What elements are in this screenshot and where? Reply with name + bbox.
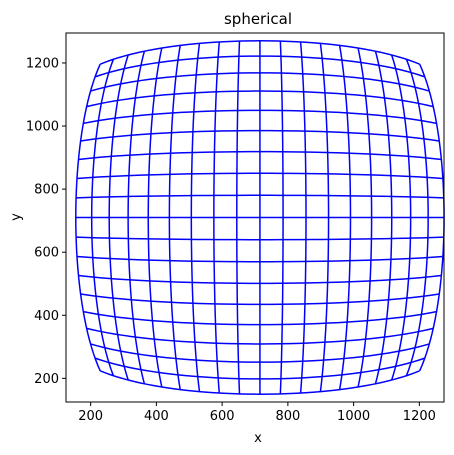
- x-tick-label: 200: [78, 409, 103, 424]
- chart-title: spherical: [224, 10, 292, 28]
- y-axis-label: y: [9, 213, 24, 221]
- y-tick-label: 200: [34, 372, 59, 387]
- mesh-horizontal-line: [94, 55, 426, 78]
- y-tick-label: 1000: [26, 120, 59, 135]
- x-axis-label: x: [254, 431, 262, 446]
- y-tick-label: 600: [34, 246, 59, 261]
- mesh-horizontal-line: [90, 72, 430, 92]
- mesh-vertical-line: [374, 51, 393, 384]
- mesh-vertical-line: [390, 54, 412, 381]
- plot-frame: [65, 32, 445, 403]
- mesh-horizontal-line: [99, 40, 420, 65]
- y-tick-label: 1200: [26, 56, 59, 71]
- y-tick-label: 800: [34, 183, 59, 198]
- x-tick-label: 1200: [403, 409, 436, 424]
- x-tick-label: 600: [210, 409, 235, 424]
- mesh-vertical-line: [405, 59, 429, 376]
- y-tick-label: 400: [34, 309, 59, 324]
- y-axis: 200 400 600 800 1000 1200: [26, 56, 66, 387]
- x-tick-label: 1000: [337, 409, 370, 424]
- x-tick-label: 400: [144, 409, 169, 424]
- x-tick-label: 800: [275, 409, 300, 424]
- distortion-mesh: [75, 40, 445, 395]
- x-axis: 200 400 600 800 1000 1200: [78, 402, 436, 424]
